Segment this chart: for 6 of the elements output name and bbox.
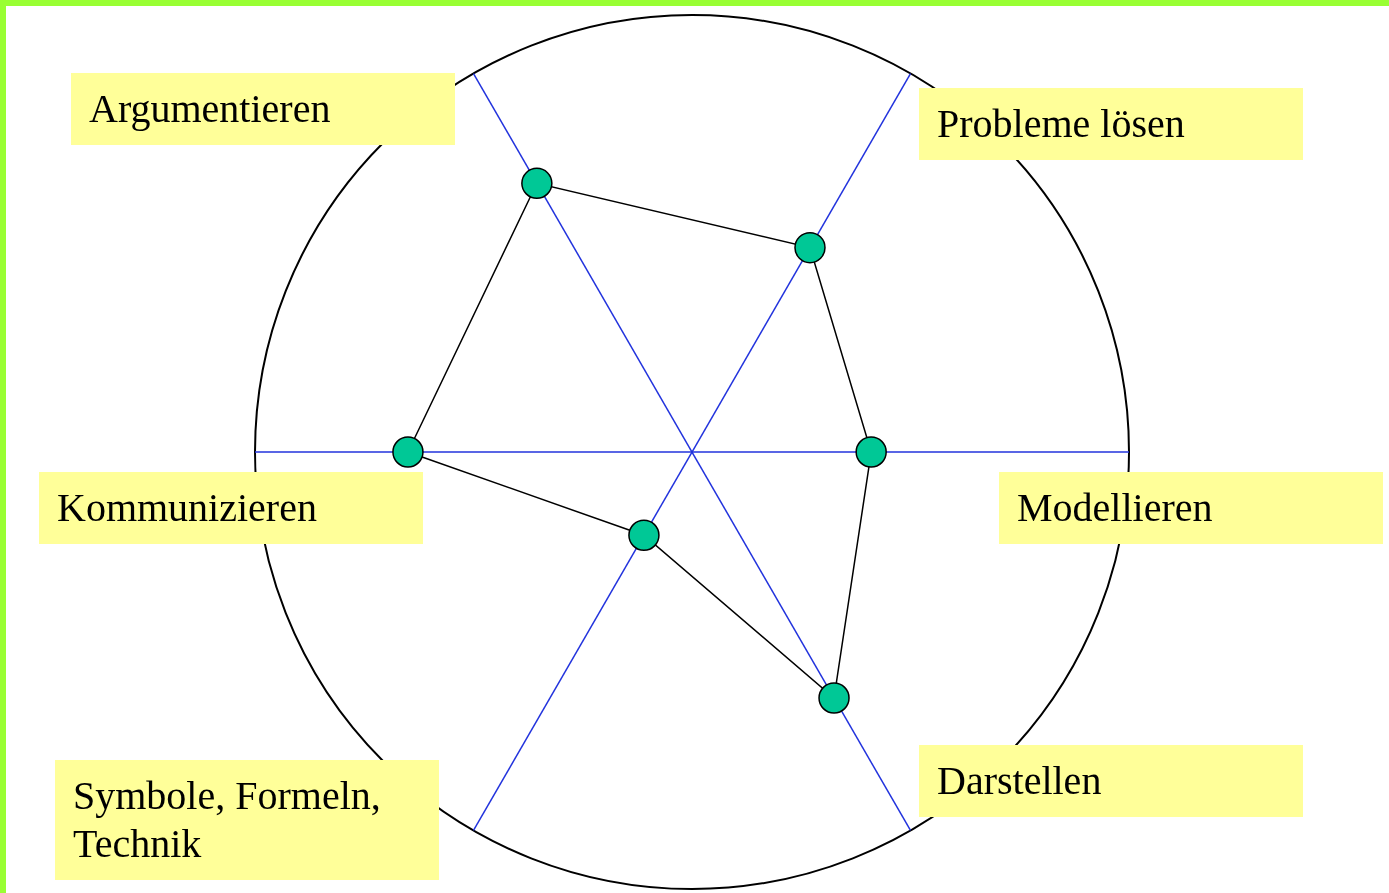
- spoke-label: Kommunizieren: [39, 472, 423, 544]
- spoke-label: Modellieren: [999, 472, 1383, 544]
- spoke-label: Probleme lösen: [919, 88, 1303, 160]
- spoke-label: Darstellen: [919, 745, 1303, 817]
- spoke-label: Symbole, Formeln, Technik: [55, 760, 439, 880]
- spoke-label: Argumentieren: [71, 73, 455, 145]
